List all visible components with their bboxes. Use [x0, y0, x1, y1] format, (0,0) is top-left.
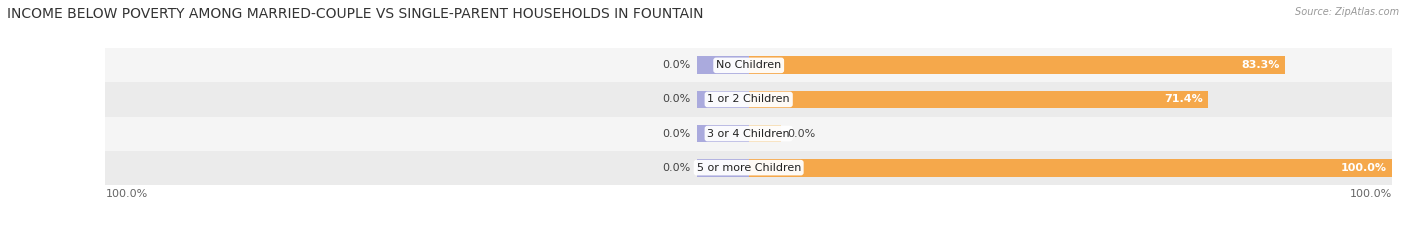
- Text: 0.0%: 0.0%: [787, 129, 815, 139]
- Bar: [105, 82, 1392, 116]
- Bar: [749, 159, 1392, 177]
- Text: 0.0%: 0.0%: [662, 163, 690, 173]
- Bar: [697, 91, 749, 108]
- Text: Source: ZipAtlas.com: Source: ZipAtlas.com: [1295, 7, 1399, 17]
- Bar: [749, 91, 1208, 108]
- Bar: [749, 125, 780, 142]
- Bar: [697, 56, 749, 74]
- Text: 5 or more Children: 5 or more Children: [696, 163, 801, 173]
- Bar: [105, 151, 1392, 185]
- Text: 71.4%: 71.4%: [1164, 94, 1202, 104]
- Text: 0.0%: 0.0%: [662, 129, 690, 139]
- Bar: [697, 125, 749, 142]
- Text: 3 or 4 Children: 3 or 4 Children: [707, 129, 790, 139]
- Text: 100.0%: 100.0%: [105, 189, 148, 199]
- Text: 0.0%: 0.0%: [662, 94, 690, 104]
- Bar: [749, 56, 1285, 74]
- Text: 0.0%: 0.0%: [662, 60, 690, 70]
- Bar: [105, 48, 1392, 82]
- Text: 100.0%: 100.0%: [1341, 163, 1386, 173]
- Text: 83.3%: 83.3%: [1241, 60, 1279, 70]
- Bar: [697, 159, 749, 177]
- Text: No Children: No Children: [716, 60, 782, 70]
- Bar: [105, 116, 1392, 151]
- Text: 100.0%: 100.0%: [1350, 189, 1392, 199]
- Text: INCOME BELOW POVERTY AMONG MARRIED-COUPLE VS SINGLE-PARENT HOUSEHOLDS IN FOUNTAI: INCOME BELOW POVERTY AMONG MARRIED-COUPL…: [7, 7, 703, 21]
- Text: 1 or 2 Children: 1 or 2 Children: [707, 94, 790, 104]
